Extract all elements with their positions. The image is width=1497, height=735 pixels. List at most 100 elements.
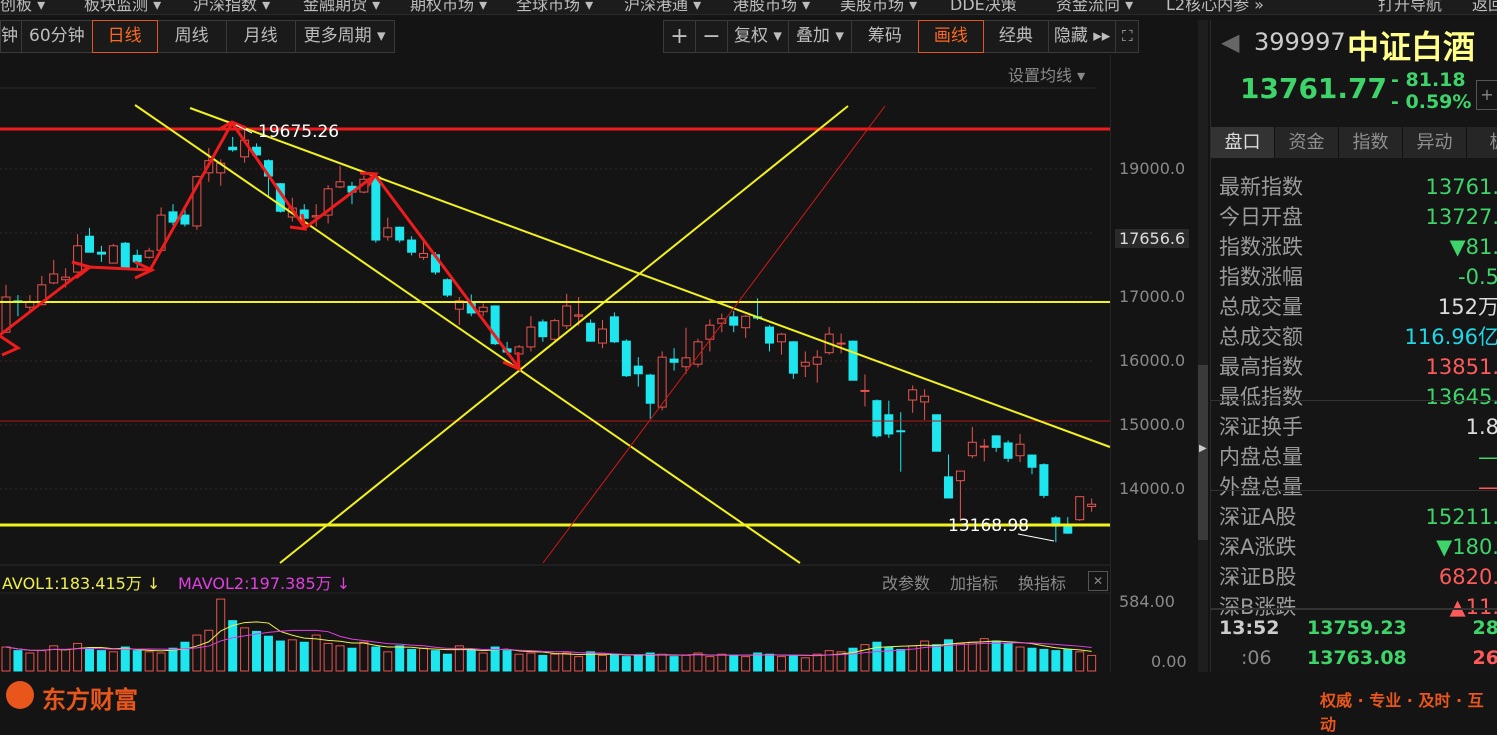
candle xyxy=(848,340,858,381)
volume-bar xyxy=(275,640,285,672)
quote-row: 指数涨幅 -0.5 xyxy=(1219,262,1497,292)
fuquan-dropdown[interactable]: 复权 ▾ xyxy=(727,20,789,53)
menu-item[interactable]: 金融期货 ▾ xyxy=(303,0,381,14)
volume-bar xyxy=(1051,650,1061,672)
menu-item[interactable]: 期权市场 ▾ xyxy=(410,0,488,14)
quote-row-value: 13851. xyxy=(1425,355,1497,379)
last-price: 13761.77 xyxy=(1240,72,1388,105)
period-monthly-tab[interactable]: 月线 xyxy=(225,20,296,53)
y-tick: 19000.0 xyxy=(1119,159,1186,178)
vertical-scrollbar[interactable]: ▶ xyxy=(1198,20,1208,672)
candle-body xyxy=(61,276,71,281)
trend-line[interactable] xyxy=(134,104,801,564)
close-indicator-button[interactable]: ✕ xyxy=(1088,571,1108,591)
add-indicator-button[interactable]: 加指标 xyxy=(950,574,999,593)
candle xyxy=(96,245,106,262)
volume-bar xyxy=(526,652,536,672)
candle-body xyxy=(574,314,584,317)
collapse-arrow-icon[interactable]: ▶ xyxy=(1199,443,1207,454)
tab-sector[interactable]: 板 xyxy=(1467,127,1497,158)
candle xyxy=(73,234,83,273)
volume-bar xyxy=(800,657,810,672)
tab-order-book[interactable]: 盘口 xyxy=(1211,127,1275,158)
menu-item[interactable]: 沪深指数 ▾ xyxy=(193,0,271,14)
candle xyxy=(442,278,452,297)
volume-bar xyxy=(836,651,846,672)
trend-line[interactable] xyxy=(279,105,849,564)
volume-bar xyxy=(73,642,83,672)
quote-row-value: 13645. xyxy=(1425,385,1497,409)
tab-index[interactable]: 指数 xyxy=(1339,127,1403,158)
tab-movement[interactable]: 异动 xyxy=(1403,127,1467,158)
volume-bar xyxy=(359,641,369,672)
volume-bar xyxy=(1027,647,1037,672)
overlay-dropdown[interactable]: 叠加 ▾ xyxy=(787,20,852,53)
candle-body xyxy=(120,242,130,269)
ma-setting-dropdown[interactable]: 设置均线 ▾ xyxy=(1008,66,1086,85)
candle-body xyxy=(848,340,858,381)
scrollbar-thumb[interactable]: ▶ xyxy=(1198,365,1208,540)
volume-bar xyxy=(132,650,142,672)
arrowhead xyxy=(134,260,156,280)
menu-item[interactable]: 资金流向 ▾ xyxy=(1056,0,1134,14)
trend-line[interactable] xyxy=(189,107,1110,448)
zoom-out-button[interactable]: − xyxy=(695,20,728,53)
candle-body xyxy=(717,318,727,324)
kline-chart[interactable]: 设置均线 ▾ 19675.26 13168.98 AVOL1:183.415万 … xyxy=(0,55,1110,672)
candle xyxy=(395,226,405,243)
menu-item[interactable]: 美股市场 ▾ xyxy=(840,0,918,14)
volume-bar xyxy=(645,652,655,672)
candle-body xyxy=(407,239,417,253)
candle-body xyxy=(884,414,894,435)
period-weekly-tab[interactable]: 周线 xyxy=(156,20,227,53)
zoom-in-button[interactable]: + xyxy=(663,20,696,53)
menu-item[interactable]: 板块监测 ▾ xyxy=(84,0,162,14)
volume-bar xyxy=(204,629,214,672)
quote-row-value: -0.5 xyxy=(1458,265,1497,289)
quote-row-value: 15211. xyxy=(1425,505,1497,529)
candle-body xyxy=(967,441,977,457)
volume-bar xyxy=(287,639,297,672)
tab-capital[interactable]: 资金 xyxy=(1275,127,1339,158)
modify-params-button[interactable]: 改参数 xyxy=(882,574,931,593)
menu-item[interactable]: 打开导航 xyxy=(1378,0,1443,14)
classic-button[interactable]: 经典 xyxy=(982,20,1049,53)
brand-logo-text: 东方财富 xyxy=(42,686,138,714)
menu-item[interactable]: 创板 ▾ xyxy=(0,0,46,14)
candle-body xyxy=(1003,442,1013,459)
menu-item[interactable]: 全球市场 ▾ xyxy=(516,0,594,14)
switch-indicator-button[interactable]: 换指标 xyxy=(1018,574,1067,593)
candle xyxy=(454,297,464,326)
tick-price: 13763.08 xyxy=(1307,647,1407,669)
menu-item[interactable]: 沪深港通 ▾ xyxy=(624,0,702,14)
chips-button[interactable]: 筹码 xyxy=(850,20,919,53)
volume-bar xyxy=(932,644,942,672)
quote-row: 深A涨跌 ▼180. xyxy=(1219,532,1497,562)
trend-line[interactable] xyxy=(542,105,886,564)
hide-button[interactable]: 隐藏 ▸▸ xyxy=(1047,20,1117,53)
period-minute-tab[interactable]: 钟 xyxy=(0,20,22,53)
candle xyxy=(371,175,381,243)
more-periods-dropdown[interactable]: 更多周期 ▾ xyxy=(294,20,395,53)
menu-item[interactable]: DDE决策 xyxy=(950,0,1017,14)
menu-item[interactable]: 返回 xyxy=(1472,0,1497,14)
menu-item[interactable]: L2核心内参 » xyxy=(1166,0,1264,14)
candle-body xyxy=(1063,526,1073,534)
period-daily-tab[interactable]: 日线 xyxy=(91,20,158,53)
quote-row-value: 116.96亿 xyxy=(1404,325,1497,349)
draw-line-button[interactable]: 画线 xyxy=(917,20,984,53)
prev-stock-icon[interactable]: ◀ xyxy=(1221,28,1240,56)
candle xyxy=(108,243,118,264)
candle xyxy=(1075,496,1085,521)
candle-body xyxy=(645,374,655,404)
tick-time: :06 xyxy=(1241,647,1272,669)
menu-item[interactable]: 港股市场 ▾ xyxy=(733,0,811,14)
add-watchlist-button[interactable]: + xyxy=(1476,80,1497,110)
period-60min-tab[interactable]: 60分钟 xyxy=(21,20,93,53)
volume-bar xyxy=(705,656,715,672)
fullscreen-icon[interactable]: ⛶ xyxy=(1115,20,1140,53)
volume-bar xyxy=(156,652,166,672)
top-menu: 创板 ▾ 板块监测 ▾ 沪深指数 ▾ 金融期货 ▾ 期权市场 ▾ 全球市场 ▾ … xyxy=(0,0,1497,15)
candle-body xyxy=(765,326,775,344)
quote-row-value: 13727. xyxy=(1425,205,1497,229)
